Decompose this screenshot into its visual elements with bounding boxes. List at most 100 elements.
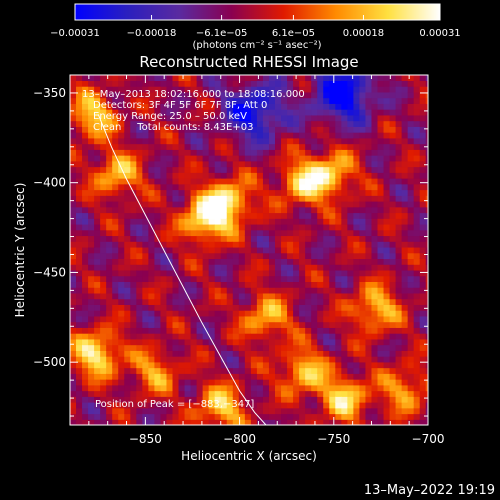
heatmap-cell bbox=[335, 356, 342, 363]
heatmap-cell bbox=[148, 143, 156, 150]
heatmap-cell bbox=[299, 281, 306, 288]
heatmap-cell bbox=[395, 252, 403, 260]
heatmap-cell bbox=[172, 246, 180, 254]
heatmap-cell bbox=[244, 178, 252, 185]
heatmap-cell bbox=[401, 269, 409, 277]
heatmap-cell bbox=[214, 252, 222, 260]
heatmap-cell bbox=[287, 126, 294, 133]
heatmap-cell bbox=[335, 97, 342, 104]
heatmap-cell bbox=[287, 80, 294, 87]
heatmap-cell bbox=[118, 223, 125, 231]
heatmap-cell bbox=[154, 419, 162, 425]
heatmap-cell bbox=[112, 258, 119, 265]
heatmap-cell bbox=[94, 212, 101, 219]
heatmap-cell bbox=[208, 143, 216, 150]
heatmap-cell bbox=[377, 281, 385, 288]
heatmap-cell bbox=[226, 252, 234, 260]
heatmap-cell bbox=[106, 310, 113, 317]
heatmap-cell bbox=[100, 269, 107, 277]
heatmap-cell bbox=[305, 361, 312, 369]
heatmap-cell bbox=[317, 264, 324, 271]
heatmap-cell bbox=[88, 269, 95, 277]
heatmap-cell bbox=[208, 402, 216, 409]
heatmap-cell bbox=[88, 258, 95, 265]
heatmap-cell bbox=[76, 218, 83, 225]
heatmap-cell bbox=[365, 201, 373, 208]
heatmap-cell bbox=[238, 97, 246, 104]
heatmap-cell bbox=[293, 275, 300, 283]
heatmap-cell bbox=[142, 80, 149, 87]
heatmap-cell bbox=[82, 126, 89, 133]
heatmap-cell bbox=[389, 361, 397, 369]
heatmap-cell bbox=[353, 189, 361, 196]
heatmap-cell bbox=[142, 252, 149, 260]
heatmap-cell bbox=[196, 223, 204, 231]
heatmap-cell bbox=[407, 281, 415, 288]
heatmap-cell bbox=[268, 201, 276, 208]
heatmap-cell bbox=[130, 379, 137, 386]
heatmap-cell bbox=[130, 195, 137, 202]
heatmap-cell bbox=[244, 166, 252, 173]
heatmap-cell bbox=[208, 413, 216, 420]
heatmap-cell bbox=[407, 384, 415, 392]
heatmap-cell bbox=[88, 109, 95, 116]
heatmap-cell bbox=[178, 321, 186, 328]
heatmap-cell bbox=[70, 126, 77, 133]
heatmap-cell bbox=[130, 160, 137, 168]
heatmap-cell bbox=[353, 195, 361, 202]
heatmap-cell bbox=[88, 114, 95, 122]
heatmap-cell bbox=[112, 390, 119, 397]
heatmap-cell bbox=[250, 126, 258, 133]
heatmap-cell bbox=[166, 120, 174, 127]
heatmap-cell bbox=[359, 201, 367, 208]
heatmap-cell bbox=[383, 86, 391, 93]
heatmap-cell bbox=[100, 201, 107, 208]
heatmap-cell bbox=[329, 218, 336, 225]
heatmap-cell bbox=[166, 264, 174, 271]
heatmap-cell bbox=[142, 258, 149, 265]
heatmap-cell bbox=[100, 132, 107, 139]
heatmap-cell bbox=[76, 298, 83, 305]
heatmap-cell bbox=[377, 396, 385, 403]
heatmap-cell bbox=[377, 114, 385, 122]
heatmap-cell bbox=[196, 379, 204, 386]
heatmap-cell bbox=[323, 91, 330, 99]
heatmap-cell bbox=[256, 229, 264, 237]
heatmap-cell bbox=[413, 103, 421, 110]
heatmap-cell bbox=[401, 281, 409, 288]
heatmap-cell bbox=[76, 241, 83, 248]
heatmap-cell bbox=[184, 367, 192, 374]
heatmap-cell bbox=[262, 120, 270, 127]
heatmap-cell bbox=[88, 241, 95, 248]
heatmap-cell bbox=[347, 229, 354, 237]
heatmap-cell bbox=[419, 201, 427, 208]
heatmap-cell bbox=[220, 241, 228, 248]
heatmap-cell bbox=[238, 172, 246, 179]
heatmap-cell bbox=[154, 298, 162, 305]
heatmap-cell bbox=[371, 206, 379, 214]
heatmap-cell bbox=[419, 292, 427, 300]
heatmap-cell bbox=[335, 333, 342, 340]
heatmap-cell bbox=[395, 333, 403, 340]
heatmap-cell bbox=[407, 379, 415, 386]
heatmap-cell bbox=[407, 258, 415, 265]
heatmap-cell bbox=[353, 241, 361, 248]
heatmap-cell bbox=[395, 396, 403, 403]
heatmap-cell bbox=[88, 419, 95, 425]
heatmap-cell bbox=[178, 241, 186, 248]
heatmap-cell bbox=[190, 390, 198, 397]
heatmap-cell bbox=[244, 361, 252, 369]
heatmap-cell bbox=[82, 212, 89, 219]
heatmap-cell bbox=[329, 264, 336, 271]
heatmap-cell bbox=[136, 97, 143, 104]
heatmap-cell bbox=[88, 373, 95, 380]
heatmap-cell bbox=[136, 241, 143, 248]
heatmap-cell bbox=[70, 407, 77, 415]
heatmap-cell bbox=[347, 172, 354, 179]
heatmap-cell bbox=[166, 304, 174, 311]
heatmap-cell bbox=[268, 126, 276, 133]
heatmap-cell bbox=[214, 407, 222, 415]
heatmap-cell bbox=[317, 235, 324, 242]
heatmap-cell bbox=[401, 201, 409, 208]
heatmap-cell bbox=[425, 137, 428, 145]
